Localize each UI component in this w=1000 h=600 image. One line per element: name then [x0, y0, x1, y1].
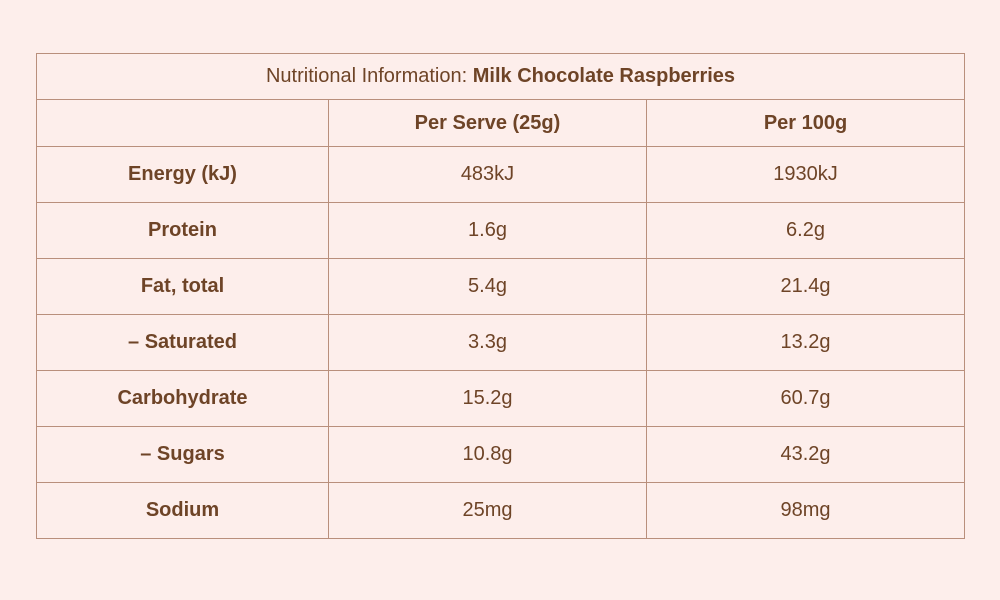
table-title-product: Milk Chocolate Raspberries — [472, 65, 736, 87]
per-100g-value: 98mg — [645, 482, 966, 539]
nutrient-label: – Sugars — [36, 426, 329, 483]
per-serve-value: 1.6g — [328, 202, 647, 259]
nutrition-table-container: Nutritional Information: Milk Chocolate … — [35, 53, 966, 539]
table-title: Nutritional Information: Milk Chocolate … — [35, 53, 966, 100]
table-title-row: Nutritional Information: Milk Chocolate … — [35, 53, 966, 100]
nutrient-label: Carbohydrate — [36, 370, 329, 427]
per-serve-value: 25mg — [328, 482, 647, 539]
per-serve-value: 3.3g — [328, 314, 647, 371]
per-100g-value: 43.2g — [645, 426, 966, 483]
table-row: Energy (kJ) 483kJ 1930kJ — [36, 146, 966, 203]
nutrient-label: Energy (kJ) — [36, 146, 329, 203]
nutrient-label: Protein — [36, 202, 329, 259]
column-header-per-100g: Per 100g — [645, 99, 966, 147]
table-row: – Saturated 3.3g 13.2g — [36, 314, 966, 371]
table-header-row: Per Serve (25g) Per 100g — [36, 99, 966, 147]
per-serve-value: 5.4g — [328, 258, 647, 315]
nutrient-label: Sodium — [36, 482, 329, 539]
per-100g-value: 13.2g — [645, 314, 966, 371]
per-100g-value: 21.4g — [645, 258, 966, 315]
table-row: Protein 1.6g 6.2g — [36, 202, 966, 259]
per-serve-value: 483kJ — [328, 146, 647, 203]
column-header-nutrient — [36, 99, 329, 147]
column-header-per-serve: Per Serve (25g) — [328, 99, 647, 147]
per-100g-value: 1930kJ — [645, 146, 966, 203]
table-row: Fat, total 5.4g 21.4g — [36, 258, 966, 315]
per-serve-value: 10.8g — [328, 426, 647, 483]
per-100g-value: 60.7g — [645, 370, 966, 427]
nutrition-table: Nutritional Information: Milk Chocolate … — [35, 53, 966, 539]
nutrient-label: – Saturated — [36, 314, 329, 371]
table-row: Sodium 25mg 98mg — [36, 482, 966, 539]
nutrient-label: Fat, total — [36, 258, 329, 315]
table-title-prefix: Nutritional Information: — [265, 65, 473, 87]
table-row: – Sugars 10.8g 43.2g — [36, 426, 966, 483]
table-row: Carbohydrate 15.2g 60.7g — [36, 370, 966, 427]
per-serve-value: 15.2g — [328, 370, 647, 427]
per-100g-value: 6.2g — [645, 202, 966, 259]
